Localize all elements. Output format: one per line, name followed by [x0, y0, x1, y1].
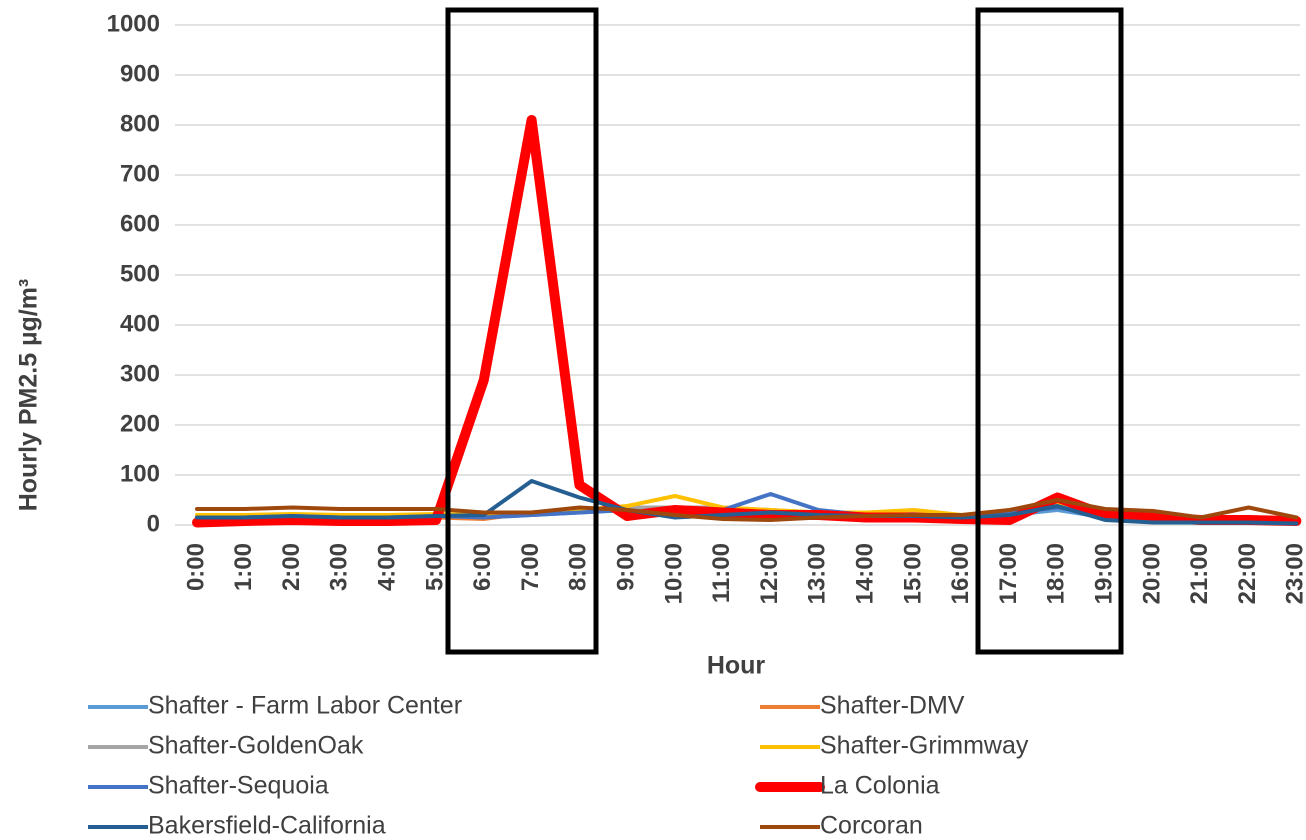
y-tick-label: 800	[120, 110, 160, 137]
x-tick-label: 19:00	[1091, 543, 1118, 604]
series-line	[195, 479, 1299, 526]
y-tick-label: 0	[147, 510, 160, 537]
legend-label: Shafter-Sequoia	[148, 772, 329, 800]
x-tick-label: 22:00	[1234, 543, 1261, 604]
legend-label: Bakersfield-California	[148, 812, 386, 840]
x-tick-label: 4:00	[374, 543, 401, 591]
x-tick-label: 16:00	[947, 543, 974, 604]
x-tick-label: 23:00	[1282, 543, 1306, 604]
y-tick-label: 600	[120, 210, 160, 237]
legend-label: Corcoran	[820, 812, 923, 840]
y-tick-label: 100	[120, 460, 160, 487]
legend-label: Shafter-DMV	[820, 692, 965, 720]
y-tick-label: 1000	[107, 10, 160, 37]
y-axis-label: Hourly PM2.5 µg/m³	[15, 279, 43, 512]
x-tick-label: 2:00	[278, 543, 305, 591]
legend-label: Shafter-Grimmway	[820, 732, 1029, 760]
x-tick-label: 17:00	[995, 543, 1022, 604]
plot-lines	[192, 115, 1302, 528]
x-tick-label: 20:00	[1138, 543, 1165, 604]
y-tick-label: 300	[120, 360, 160, 387]
tick-labels: 0 100 200 300 400 500 600 700 800 900 1000 0:00 1:00…	[107, 10, 1306, 604]
x-tick-label: 9:00	[613, 543, 640, 591]
x-tick-label: 11:00	[708, 543, 735, 603]
series-line	[192, 115, 1302, 528]
x-tick-label: 14:00	[852, 543, 879, 604]
x-tick-label: 1:00	[230, 543, 257, 591]
legend-label: Shafter - Farm Labor Center	[148, 692, 462, 720]
legend-label: Shafter-GoldenOak	[148, 732, 364, 760]
grid	[175, 24, 1300, 526]
x-tick-label: 3:00	[326, 543, 353, 591]
x-tick-label: 7:00	[517, 543, 544, 591]
x-tick-label: 10:00	[660, 543, 687, 604]
y-tick-label: 700	[120, 160, 160, 187]
x-tick-label: 6:00	[469, 543, 496, 591]
highlight-box	[975, 7, 1124, 655]
y-tick-label: 400	[120, 310, 160, 337]
legend-label: La Colonia	[820, 772, 940, 800]
y-tick-label: 900	[120, 60, 160, 87]
x-tick-label: 21:00	[1186, 543, 1213, 604]
highlight-box	[445, 7, 599, 655]
x-tick-label: 18:00	[1043, 543, 1070, 604]
x-tick-label: 12:00	[756, 543, 783, 604]
x-tick-label: 15:00	[899, 543, 926, 604]
legend: Shafter - Farm Labor Center Shafter-DMV Sh…	[88, 692, 1029, 840]
x-axis-label: Hour	[707, 652, 766, 680]
y-tick-label: 500	[120, 260, 160, 287]
y-tick-label: 200	[120, 410, 160, 437]
series-line	[195, 498, 1299, 522]
x-tick-label: 0:00	[182, 543, 209, 591]
x-tick-label: 13:00	[804, 543, 831, 604]
x-tick-label: 5:00	[421, 543, 448, 591]
x-tick-label: 8:00	[565, 543, 592, 591]
